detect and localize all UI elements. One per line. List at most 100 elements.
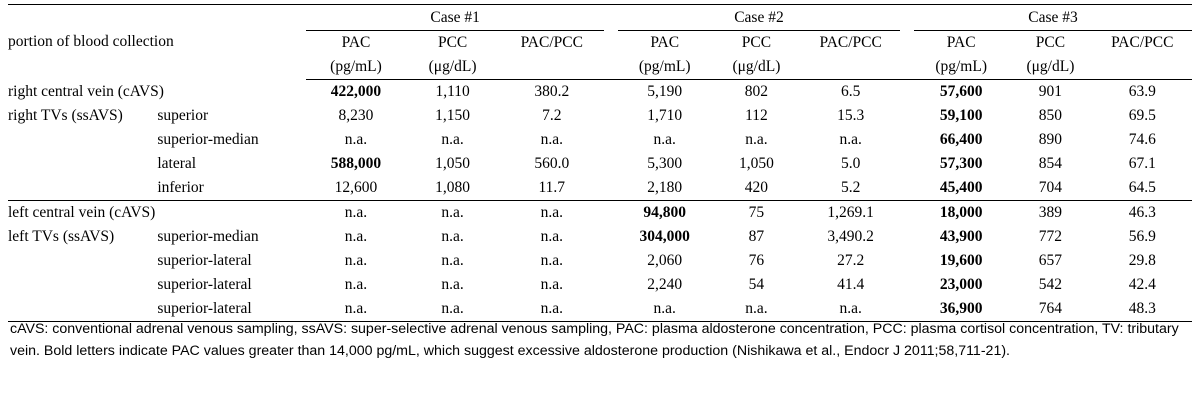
table-cell: 2,240 <box>647 276 683 293</box>
table-cell: 389 <box>1008 200 1093 225</box>
table-cell: 42.4 <box>1128 276 1156 293</box>
unit-pac: (pg/mL) <box>617 55 712 80</box>
table-cell: 11.7 <box>538 179 566 196</box>
table-row: left central vein (cAVS) n.a. n.a. n.a. 94,8… <box>8 200 1192 225</box>
table-row: superior-median n.a. n.a. n.a. n.a. n.a. n.a. 6… <box>8 128 1192 152</box>
table-cell: n.a. <box>344 131 368 148</box>
table-cell: 5.2 <box>840 179 861 196</box>
group-label: left central vein (cAVS) <box>8 200 307 225</box>
table-cell: 64.5 <box>1128 179 1156 196</box>
table-cell: n.a. <box>344 252 368 269</box>
col-pac: PAC <box>341 34 371 51</box>
table-cell: 23,000 <box>939 276 983 293</box>
table-cell: 29.8 <box>1128 252 1156 269</box>
row-label-header: portion of blood collection <box>8 33 174 50</box>
table-cell: 36,900 <box>914 297 1009 322</box>
col-ratio: PAC/PCC <box>520 34 583 51</box>
site-label: superior-median <box>157 131 259 148</box>
table-cell: 1,080 <box>435 179 471 196</box>
table-cell: 46.3 <box>1092 200 1192 225</box>
table-cell: 657 <box>1038 252 1063 269</box>
table-row: right TVs (ssAVS) superior 8,230 1,150 7.2 1,… <box>8 104 1192 128</box>
table-cell: 12,600 <box>334 179 378 196</box>
col-pac: PAC <box>946 34 976 51</box>
table-cell: 1,710 <box>647 107 683 124</box>
table-cell: 112 <box>745 107 768 124</box>
table-cell: n.a. <box>745 131 768 148</box>
group-label <box>8 128 157 152</box>
table-cell: 63.9 <box>1128 83 1156 100</box>
table-cell: n.a. <box>306 200 406 225</box>
table-cell: 5,300 <box>647 155 683 172</box>
table-cell: 1,110 <box>435 83 470 100</box>
table-cell: n.a. <box>839 131 862 148</box>
table-body: right central vein (cAVS) 422,000 1,110 380… <box>8 80 1192 322</box>
case-3-header: Case #3 <box>914 6 1192 31</box>
table-cell: 76 <box>748 252 765 269</box>
group-label <box>8 176 157 201</box>
table-cell: 41.4 <box>837 276 865 293</box>
table-cell: 560.0 <box>534 155 570 172</box>
header-row-units: (pg/mL) (μg/dL) (pg/mL) (μg/dL) (pg/mL) … <box>8 55 1192 80</box>
header-row-cols: PAC PCC PAC/PCC PAC PCC PAC/PCC PAC PCC … <box>8 31 1192 56</box>
table-cell: n.a. <box>801 297 901 322</box>
table-cell: 764 <box>1008 297 1093 322</box>
table-cell: 67.1 <box>1128 155 1156 172</box>
table-cell: n.a. <box>441 228 464 245</box>
table-cell: 542 <box>1038 276 1063 293</box>
header-row-cases: portion of blood collection Case #1 Case… <box>8 6 1192 50</box>
unit-pcc: (μg/dL) <box>405 55 500 80</box>
table-cell: 420 <box>744 179 769 196</box>
col-pcc: PCC <box>1035 34 1066 51</box>
table-cell: n.a. <box>540 276 563 293</box>
table-cell: 18,000 <box>914 200 1009 225</box>
table-cell: n.a. <box>405 297 500 322</box>
table-cell: 19,600 <box>939 252 983 269</box>
table-cell: 45,400 <box>939 179 983 196</box>
table-cell: 304,000 <box>639 228 690 245</box>
table-cell: 2,060 <box>647 252 683 269</box>
table-cell: n.a. <box>499 200 604 225</box>
table-row: left TVs (ssAVS) superior-median n.a. n.a. n… <box>8 225 1192 249</box>
table-cell: 15.3 <box>837 107 865 124</box>
table-cell: 57,300 <box>939 155 983 172</box>
unit-ratio <box>801 55 901 80</box>
unit-ratio <box>1092 55 1192 80</box>
group-label: left TVs (ssAVS) <box>8 228 115 245</box>
table-cell: 7.2 <box>542 107 562 124</box>
col-ratio: PAC/PCC <box>819 34 882 51</box>
table-cell: n.a. <box>441 252 464 269</box>
site-label: superior-lateral <box>157 252 252 269</box>
table-cell: 1,269.1 <box>801 200 901 225</box>
table-cell: n.a. <box>540 131 563 148</box>
group-label: right TVs (ssAVS) <box>8 107 123 124</box>
table-cell: 588,000 <box>330 155 382 172</box>
table-cell: 94,800 <box>617 200 712 225</box>
table-cell: 772 <box>1038 228 1063 245</box>
table-cell: 48.3 <box>1092 297 1192 322</box>
case-2-header: Case #2 <box>617 6 901 31</box>
table-cell: n.a. <box>653 131 676 148</box>
group-label <box>8 273 157 297</box>
table-cell: n.a. <box>344 276 368 293</box>
case-1-header: Case #1 <box>306 6 604 31</box>
table-cell: n.a. <box>711 297 802 322</box>
site-label: inferior <box>157 179 204 196</box>
table-cell: 87 <box>748 228 765 245</box>
table-cell: 802 <box>744 83 769 100</box>
unit-pac: (pg/mL) <box>914 55 1009 80</box>
table-cell: n.a. <box>540 228 563 245</box>
table-cell: 74.6 <box>1128 131 1156 148</box>
unit-pcc: (μg/dL) <box>711 55 802 80</box>
table-row: inferior 12,600 1,080 11.7 2,180 420 5.2 45,400… <box>8 176 1192 201</box>
table-cell: 59,100 <box>939 107 983 124</box>
table-cell: n.a. <box>540 252 563 269</box>
group-label <box>8 152 157 176</box>
table-cell: 2,180 <box>647 179 683 196</box>
table-cell: n.a. <box>441 131 464 148</box>
table-cell: 854 <box>1038 155 1063 172</box>
table-row: superior-lateral n.a. n.a. n.a. 2,060 76 27.2 1… <box>8 249 1192 273</box>
table-cell: 3,490.2 <box>827 228 874 245</box>
table-cell: n.a. <box>344 228 368 245</box>
site-label: superior <box>157 107 209 124</box>
